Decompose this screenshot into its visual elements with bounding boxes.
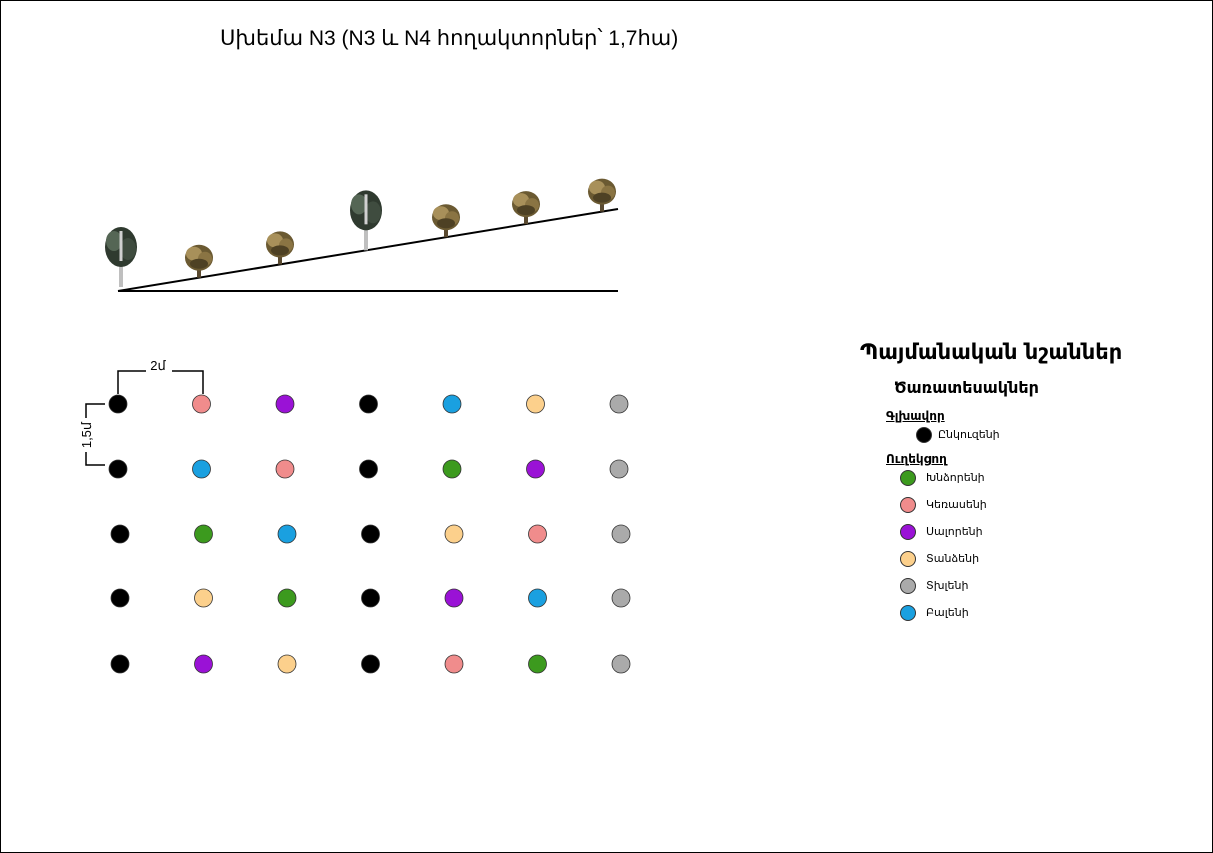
legend-label: Ընկուզենի bbox=[938, 428, 1000, 441]
tree-dot-walnut bbox=[108, 459, 128, 479]
legend-companion-group-title: Ուղեկցող bbox=[886, 452, 947, 466]
bush-tree-icon bbox=[588, 178, 616, 212]
tree-dot-cherry bbox=[192, 394, 211, 414]
tree-dot-cherry bbox=[275, 459, 295, 479]
legend-label: Տանձենի bbox=[926, 552, 980, 565]
legend-label: Տխլենի bbox=[926, 579, 969, 592]
tree-dot-fig bbox=[611, 588, 631, 608]
tree-dot-walnut bbox=[361, 654, 380, 674]
tree-dot-walnut bbox=[361, 524, 380, 544]
tree-dot-blue bbox=[528, 588, 547, 608]
bush-tree-icon bbox=[432, 204, 460, 238]
legend-item-fig: Տխլենի bbox=[860, 574, 1200, 601]
tree-dot-plum bbox=[194, 654, 213, 674]
legend-swatch bbox=[900, 578, 916, 594]
legend-item-blue: Բալենի bbox=[860, 601, 1200, 628]
legend-swatch bbox=[916, 427, 932, 443]
tree-dot-pear bbox=[444, 524, 464, 544]
tree-dot-pear bbox=[526, 394, 545, 414]
legend-subtitle: Ծառատեսակներ bbox=[894, 378, 1039, 397]
tree-dot-walnut bbox=[359, 459, 378, 479]
tree-dot-walnut bbox=[361, 588, 380, 608]
tree-dot-walnut bbox=[359, 394, 378, 414]
bush-tree-icon bbox=[266, 231, 294, 265]
tree-dot-walnut bbox=[110, 588, 130, 608]
legend-item-cornel: Խնձորենի bbox=[860, 466, 1200, 493]
legend-label: Կեռասենի bbox=[926, 498, 987, 511]
legend: Պայմանական նշաններ Ծառատեսակներ Գլխավոր … bbox=[860, 340, 1200, 628]
legend-title: Պայմանական նշաններ bbox=[860, 340, 1123, 364]
tree-dot-walnut bbox=[110, 654, 130, 674]
tree-dot-walnut bbox=[110, 524, 130, 544]
tree-dot-walnut bbox=[108, 394, 128, 414]
legend-item-walnut: Ընկուզենի bbox=[860, 423, 1200, 450]
tree-grid bbox=[108, 394, 631, 674]
tree-dot-cherry bbox=[528, 524, 547, 544]
bush-tree-icon bbox=[512, 191, 540, 225]
legend-companion-items: Խնձորենի Կեռասենի Սալորենի Տանձենի Տխլենի Բալ… bbox=[860, 466, 1200, 628]
tree-dot-fig bbox=[611, 654, 631, 674]
bush-tree-icon bbox=[185, 244, 213, 278]
legend-swatch bbox=[900, 524, 916, 540]
vertical-dimension: 1,5մ bbox=[76, 403, 105, 466]
tall-tree-icon bbox=[105, 227, 137, 287]
legend-swatch bbox=[900, 551, 916, 567]
legend-label: Սալորենի bbox=[926, 525, 983, 538]
legend-swatch bbox=[900, 497, 916, 513]
tree-dot-pear bbox=[277, 654, 297, 674]
tree-dot-plum bbox=[526, 459, 545, 479]
tree-dot-plum bbox=[444, 588, 464, 608]
horizontal-dimension-label: 2մ bbox=[150, 358, 166, 373]
legend-swatch bbox=[900, 470, 916, 486]
tree-dot-cornel bbox=[277, 588, 297, 608]
tree-dot-blue bbox=[442, 394, 462, 414]
tree-dot-cornel bbox=[194, 524, 213, 544]
tree-dot-fig bbox=[611, 524, 631, 544]
tree-dot-cornel bbox=[442, 459, 462, 479]
slope-trees bbox=[105, 178, 616, 287]
tree-dot-cornel bbox=[528, 654, 547, 674]
tree-dot-fig bbox=[609, 459, 629, 479]
tree-dot-plum bbox=[275, 394, 295, 414]
tree-dot-blue bbox=[192, 459, 211, 479]
vertical-dimension-label: 1,5մ bbox=[79, 421, 94, 448]
legend-item-pear: Տանձենի bbox=[860, 547, 1200, 574]
legend-main-items: Ընկուզենի bbox=[860, 423, 1200, 450]
tree-dot-blue bbox=[277, 524, 297, 544]
horizontal-dimension: 2մ bbox=[117, 358, 204, 394]
legend-label: Խնձորենի bbox=[926, 471, 985, 484]
tree-dot-cherry bbox=[444, 654, 464, 674]
legend-swatch bbox=[900, 605, 916, 621]
legend-label: Բալենի bbox=[926, 606, 969, 619]
diagram-title: Սխեմա N3 (N3 և N4 հողակտորներ՝ 1,7հա) bbox=[220, 27, 679, 50]
legend-item-plum: Սալորենի bbox=[860, 520, 1200, 547]
tall-tree-icon bbox=[350, 190, 382, 251]
legend-main-group-title: Գլխավոր bbox=[886, 409, 945, 423]
tree-dot-fig bbox=[609, 394, 629, 414]
tree-dot-pear bbox=[194, 588, 213, 608]
legend-item-cherry: Կեռասենի bbox=[860, 493, 1200, 520]
